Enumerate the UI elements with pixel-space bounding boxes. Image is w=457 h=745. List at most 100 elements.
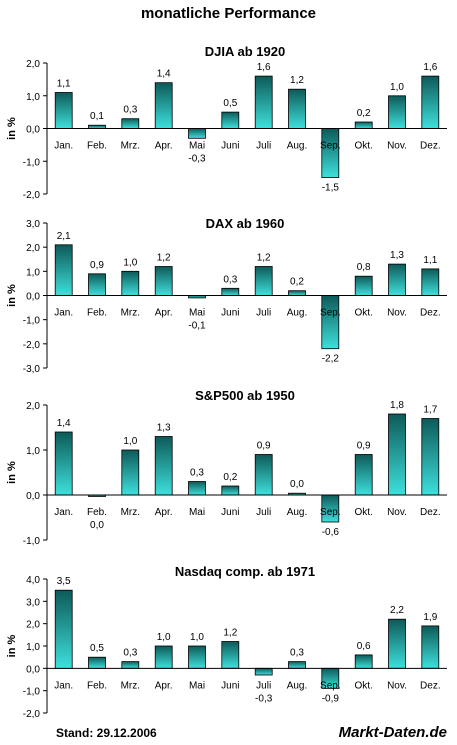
- chart-3-category-label: Apr.: [155, 507, 173, 518]
- chart-4-value-label: 2,2: [390, 605, 404, 616]
- chart-2-category-label: Aug.: [287, 308, 308, 319]
- chart-2-bar: [354, 275, 373, 296]
- chart-4-bar: [254, 667, 273, 676]
- chart-1-value-label: -0,3: [188, 154, 206, 165]
- chart-2-value-label: 1,2: [157, 253, 171, 264]
- chart-2-category-label: Juli: [256, 308, 271, 319]
- chart-2-bar: [54, 244, 73, 297]
- chart-1-category-label: Feb.: [87, 141, 107, 152]
- chart-1-value-label: -1,5: [322, 183, 340, 194]
- chart-4-category-label: Dez.: [420, 680, 441, 691]
- chart-3-category-label: Dez.: [420, 507, 441, 518]
- chart-2-bar: [154, 266, 173, 296]
- chart-4-bar: [221, 641, 240, 669]
- chart-2-ytick-label: 3,0: [26, 219, 40, 230]
- chart-1-ytick-label: 2,0: [26, 59, 40, 70]
- chart-2-category-label: Juni: [221, 308, 239, 319]
- chart-3-value-label: 0,9: [357, 441, 371, 452]
- chart-1-bar: [54, 92, 73, 129]
- chart-3-category-label: Juni: [221, 507, 239, 518]
- chart-1-bar: [354, 121, 373, 129]
- chart-2-ylabel: in %: [6, 284, 18, 307]
- chart-1-category-label: Mai: [189, 141, 205, 152]
- chart-3-ytick-label: 2,0: [26, 401, 40, 412]
- chart-2-value-label: 1,2: [257, 253, 271, 264]
- chart-1-category-label: Apr.: [155, 141, 173, 152]
- chart-1-category-label: Sep.: [320, 141, 341, 152]
- footer-brand: Markt-Daten.de: [338, 724, 447, 741]
- chart-4-category-label: Juli: [256, 680, 271, 691]
- chart-2-value-label: 0,2: [290, 277, 304, 288]
- chart-3-category-label: Aug.: [287, 507, 308, 518]
- chart-2-ytick-label: -1,0: [23, 316, 41, 327]
- chart-4-value-label: 0,5: [90, 643, 104, 654]
- chart-3-category-label: Mai: [189, 507, 205, 518]
- chart-2-bar: [388, 263, 406, 296]
- chart-1-value-label: 0,2: [357, 108, 371, 119]
- chart-2-category-label: Sep.: [320, 308, 341, 319]
- chart-2-value-label: 1,1: [423, 255, 437, 266]
- chart-4-value-label: 1,0: [190, 632, 204, 643]
- chart-1-category-label: Juni: [221, 141, 239, 152]
- chart-1-ytick-label: -2,0: [23, 190, 41, 201]
- chart-4-category-label: Mrz.: [121, 680, 140, 691]
- chart-2-value-label: 1,0: [123, 257, 137, 268]
- chart-3-value-label: -0,6: [322, 527, 340, 538]
- chart-4-category-label: Apr.: [155, 680, 173, 691]
- chart-1-category-label: Mrz.: [121, 141, 140, 152]
- chart-4-value-label: 3,5: [57, 576, 71, 587]
- chart-2-value-label: 2,1: [57, 231, 71, 242]
- chart-3-bar: [154, 436, 173, 496]
- chart-2-ytick-label: 0,0: [26, 292, 40, 303]
- chart-4-category-label: Sep.: [320, 680, 341, 691]
- chart-4-bar: [354, 654, 373, 669]
- chart-2-bar: [321, 295, 340, 350]
- chart-3-bar: [188, 481, 206, 496]
- chart-3-ylabel: in %: [6, 461, 18, 484]
- chart-3-value-label: 0,0: [90, 520, 104, 531]
- chart-4-ytick-label: 3,0: [26, 597, 40, 608]
- chart-1-bar: [421, 75, 440, 129]
- chart-4-category-label: Aug.: [287, 680, 308, 691]
- chart-2-value-label: 0,8: [357, 262, 371, 273]
- chart-4-value-label: 1,9: [423, 612, 437, 623]
- chart-4-category-label: Juni: [221, 680, 239, 691]
- chart-4-ytick-label: 2,0: [26, 620, 40, 631]
- chart-3-ytick-label: 1,0: [26, 446, 40, 457]
- chart-2-value-label: 1,3: [390, 250, 404, 261]
- chart-3-title: S&P500 ab 1950: [195, 388, 295, 403]
- chart-1-bar: [154, 82, 173, 129]
- chart-1-value-label: 1,0: [390, 82, 404, 93]
- chart-4-bar: [188, 645, 206, 669]
- chart-3-bar: [388, 413, 406, 496]
- chart-3-bar: [121, 449, 140, 496]
- chart-1-value-label: 1,1: [57, 78, 71, 89]
- chart-3-bar: [221, 485, 240, 496]
- chart-1-value-label: 0,5: [223, 98, 237, 109]
- chart-2-category-label: Mai: [189, 308, 205, 319]
- chart-3-ytick-label: 0,0: [26, 491, 40, 502]
- chart-3-value-label: 1,4: [57, 418, 71, 429]
- chart-2-value-label: 0,3: [223, 274, 237, 285]
- chart-1-category-label: Jan.: [54, 141, 73, 152]
- chart-3-category-label: Juli: [256, 507, 271, 518]
- chart-2-value-label: -2,2: [322, 354, 340, 365]
- chart-1-bar: [121, 118, 140, 129]
- chart-4-category-label: Okt.: [354, 680, 372, 691]
- chart-3-bar: [254, 454, 273, 496]
- chart-3-value-label: 0,9: [257, 441, 271, 452]
- chart-1-category-label: Okt.: [354, 141, 372, 152]
- chart-2-bar: [421, 268, 440, 296]
- chart-1-title: DJIA ab 1920: [205, 44, 285, 59]
- chart-1-value-label: 0,3: [123, 105, 137, 116]
- chart-3-value-label: 1,8: [390, 400, 404, 411]
- chart-1-bar: [188, 128, 206, 139]
- chart-4-value-label: -0,9: [322, 693, 340, 704]
- chart-4-ytick-label: 4,0: [26, 575, 40, 586]
- chart-3-value-label: 1,0: [123, 436, 137, 447]
- chart-4-bar: [421, 625, 440, 669]
- chart-2-ytick-label: -2,0: [23, 340, 41, 351]
- chart-1-value-label: 1,6: [257, 62, 271, 73]
- chart-2-bar: [254, 266, 273, 296]
